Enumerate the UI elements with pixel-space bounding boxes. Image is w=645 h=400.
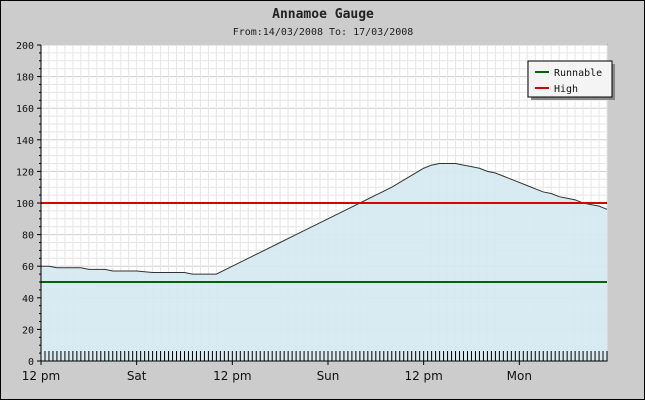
y-tick-label: 180 xyxy=(16,73,34,84)
legend-label-high: High xyxy=(554,84,578,95)
y-tick-label: 60 xyxy=(22,262,34,273)
chart-title: Annamoe Gauge xyxy=(272,7,374,22)
x-tick-label: 12 pm xyxy=(404,369,442,383)
axes: 0 20 40 60 80 100 120 140 160 180 200 12 pm Sat 12 pm… xyxy=(16,41,608,383)
y-tick-label: 200 xyxy=(16,41,34,52)
legend-box xyxy=(527,60,613,98)
y-tick-label: 80 xyxy=(22,231,34,242)
x-tick-label: Sun xyxy=(317,369,340,383)
y-tick-label: 100 xyxy=(16,199,34,210)
threshold-lines xyxy=(41,202,607,283)
x-tick-label: 12 pm xyxy=(213,369,251,383)
legend-label-runnable: Runnable xyxy=(554,68,602,79)
y-tick-label: 40 xyxy=(22,294,34,305)
y-tick-label: 120 xyxy=(16,167,34,178)
x-tick-label: 12 pm xyxy=(22,369,60,383)
y-tick-label: 0 xyxy=(28,357,34,368)
x-tick-label: Mon xyxy=(507,369,532,383)
area-fill xyxy=(41,163,607,361)
y-tick-label: 160 xyxy=(16,104,34,115)
chart-subtitle: From:14/03/2008 To: 17/03/2008 xyxy=(233,27,414,38)
y-tick-label: 20 xyxy=(22,325,34,336)
x-tick-label: Sat xyxy=(127,369,147,383)
legend: Runnable High xyxy=(527,60,615,100)
area-line xyxy=(41,163,608,275)
area-series xyxy=(41,163,608,361)
y-tick-label: 140 xyxy=(16,136,34,147)
